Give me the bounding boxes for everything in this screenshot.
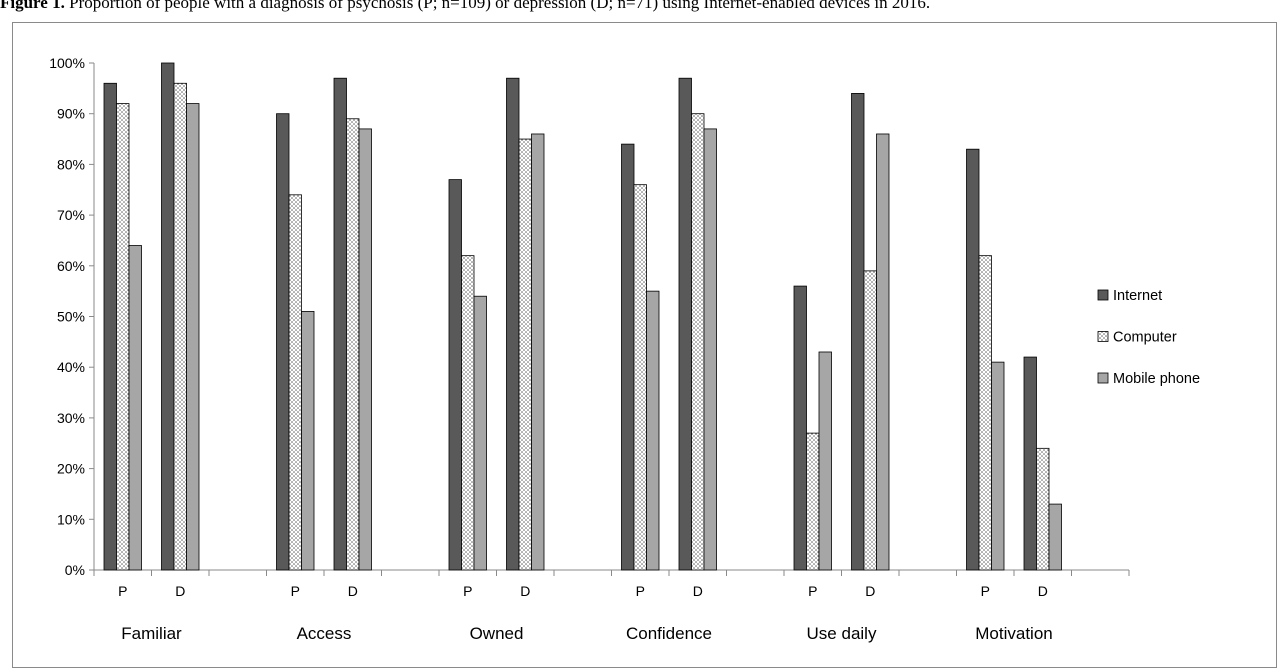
figure-label: Figure 1. [0, 0, 65, 12]
x-group-label: Familiar [121, 624, 182, 643]
bar-computer [978, 255, 992, 571]
bar-mobile-phone [876, 133, 890, 571]
y-tick-label: 40% [57, 359, 85, 375]
bar-computer [633, 184, 647, 571]
bar-mobile-phone [1048, 503, 1062, 571]
x-subgroup-label: P [808, 583, 817, 599]
bar-mobile-phone [128, 245, 142, 571]
bar-computer [173, 82, 187, 571]
legend-label: Computer [1113, 330, 1177, 346]
bar-computer [1036, 447, 1050, 571]
bar-internet [621, 143, 635, 571]
x-subgroup-label: D [865, 583, 875, 599]
x-group-label: Access [297, 624, 352, 643]
bar-mobile-phone [646, 290, 660, 571]
bar-mobile-phone [818, 351, 832, 571]
bar-computer [461, 255, 475, 571]
bar-computer [288, 194, 302, 571]
bar-computer [863, 270, 877, 571]
x-group-label: Motivation [975, 624, 1052, 643]
legend-label: Internet [1113, 288, 1162, 304]
bar-internet [448, 179, 462, 571]
bar-mobile-phone [358, 128, 372, 571]
bar-internet [966, 148, 980, 571]
bar-internet [1023, 356, 1037, 571]
bar-internet [793, 285, 807, 571]
legend-swatch [1097, 331, 1109, 342]
figure-caption: Figure 1. Proportion of people with a di… [0, 0, 1279, 15]
x-subgroup-label: D [693, 583, 703, 599]
y-tick-label: 100% [49, 55, 85, 71]
y-tick-label: 80% [57, 156, 85, 172]
chart-frame: 0% 10% 20% 30% 40% 50% 60% 70% 80% 90% 100% P D Famil… [12, 22, 1277, 668]
x-group-label: Owned [470, 624, 524, 643]
y-tick-label: 0% [65, 562, 85, 578]
x-subgroup-label: D [348, 583, 358, 599]
y-tick-label: 30% [57, 410, 85, 426]
bar-mobile-phone [186, 103, 200, 571]
bar-mobile-phone [991, 361, 1005, 571]
x-subgroup-label: P [291, 583, 300, 599]
bar-computer [518, 138, 532, 571]
bar-computer [691, 113, 705, 571]
x-subgroup-label: P [118, 583, 127, 599]
bar-mobile-phone [473, 295, 487, 571]
x-subgroup-label: D [520, 583, 530, 599]
bar-chart: 0% 10% 20% 30% 40% 50% 60% 70% 80% 90% 100% P D Famil… [49, 55, 1200, 643]
bar-internet [333, 77, 347, 571]
figure-caption-text: Proportion of people with a diagnosis of… [69, 0, 931, 12]
bar-mobile-phone [703, 128, 717, 571]
y-tick-label: 50% [57, 309, 85, 325]
bar-internet [506, 77, 520, 571]
bar-computer [116, 103, 130, 571]
x-subgroup-label: D [1038, 583, 1048, 599]
legend-label: Mobile phone [1113, 371, 1200, 387]
bar-mobile-phone [301, 311, 315, 571]
bar-internet [678, 77, 692, 571]
x-subgroup-label: D [175, 583, 185, 599]
x-subgroup-label: P [463, 583, 472, 599]
y-tick-label: 60% [57, 258, 85, 274]
x-subgroup-label: P [981, 583, 990, 599]
bar-internet [276, 113, 290, 571]
x-group-label: Use daily [807, 624, 877, 643]
y-tick-label: 20% [57, 461, 85, 477]
bar-internet [851, 93, 865, 571]
bar-computer [806, 432, 820, 571]
x-group-label: Confidence [626, 624, 712, 643]
bar-internet [103, 82, 117, 571]
y-tick-label: 10% [57, 511, 85, 527]
x-subgroup-label: P [636, 583, 645, 599]
bar-mobile-phone [531, 133, 545, 571]
y-tick-label: 70% [57, 207, 85, 223]
bar-computer [346, 118, 360, 571]
legend-swatch [1097, 372, 1109, 384]
bar-internet [161, 62, 175, 571]
y-tick-label: 90% [57, 106, 85, 122]
legend-swatch [1097, 289, 1109, 301]
